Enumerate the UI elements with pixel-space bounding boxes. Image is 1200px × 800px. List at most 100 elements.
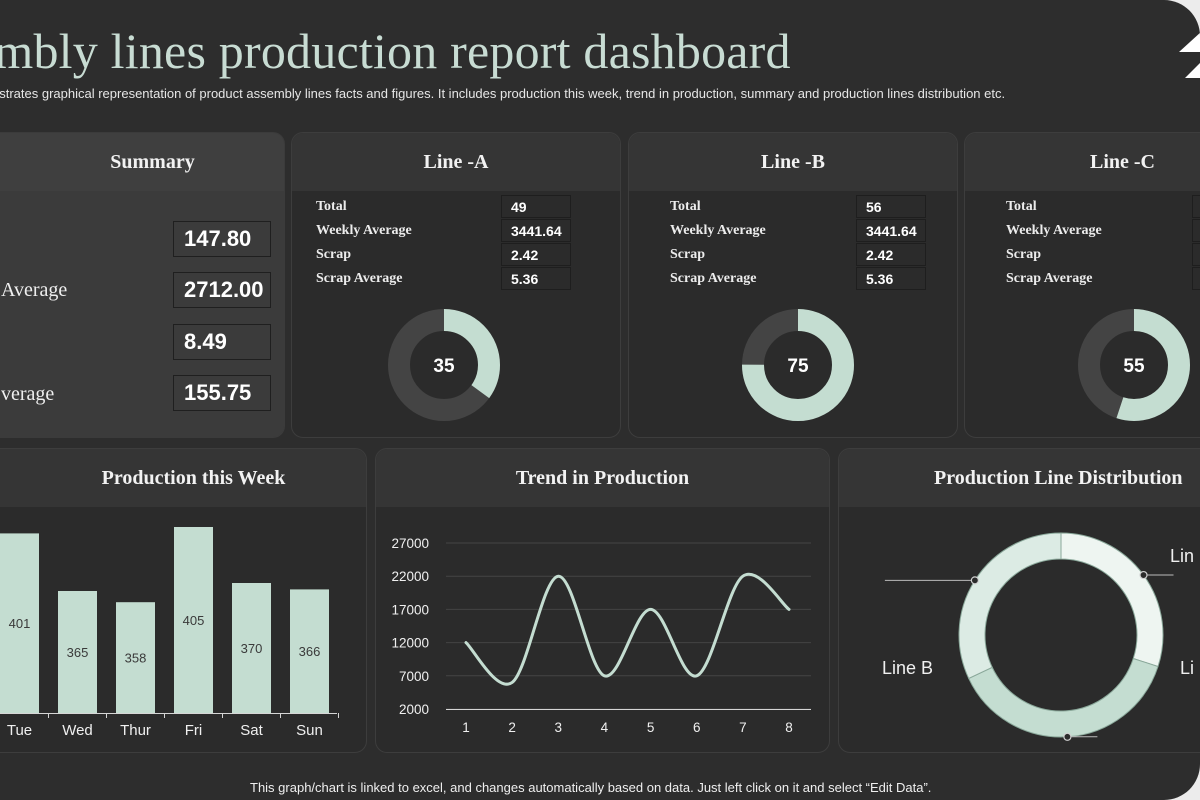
summary-label: verage [1,383,55,405]
line-x-tick-label: 2 [508,720,516,735]
stat-value: 49 [501,195,571,218]
bar-category-label: Sat [240,722,263,739]
line-y-tick-label: 12000 [391,636,429,651]
summary-value: 155.75 [173,375,271,411]
line-b-title: Line -B [629,133,957,191]
bar-sun [290,589,329,713]
line-x-tick-label: 1 [462,720,470,735]
stat-value [1192,243,1200,266]
stat-label: Weekly Average [670,223,766,238]
trend-card: Trend in Production 2000 7000 12000 17000 22… [375,448,830,753]
summary-value: 8.49 [173,324,271,360]
stat-label: Total [316,199,347,214]
line-y-tick-label: 2000 [399,702,429,717]
gauge-fill [742,309,854,421]
donut-slice-line-b [968,657,1159,738]
gauge-fill [388,309,500,421]
footer-note: This graph/chart is linked to excel, and… [250,780,932,795]
line-c-card: Line -C Total Weekly Average Scrap Scrap… [964,132,1200,438]
line-a-title: Line -A [292,133,620,191]
stat-value: 5.36 [856,267,926,290]
bar-chart: 401 Tue 365 Wed 358 Thur 405 Fri 370 Sat 366 Sun [0,527,339,739]
stat-value [1192,219,1200,242]
line-y-tick-label: 22000 [391,569,429,584]
bar-data-label: 366 [299,644,321,659]
stat-label: Total [670,199,701,214]
donut-leader-dot [1063,732,1072,741]
summary-title: Summary [0,133,284,191]
line-c-title: Line -C [965,133,1200,191]
line-x-tick-label: 3 [555,720,563,735]
stat-value [1192,267,1200,290]
line-a-gauge: 35 [388,309,500,421]
line-y-tick-label: 7000 [399,669,429,684]
line-y-tick-label: 17000 [391,602,429,617]
bar-category-label: Fri [185,722,203,739]
stat-label: Weekly Average [1006,223,1102,238]
line-chart: 2000 7000 12000 17000 22000 27000 1 2 3 4 5 6 7 8 [391,536,811,735]
donut-leader-dot [970,576,979,585]
bar-category-label: Wed [62,722,93,739]
distribution-card: Production Line Distribution Lin Line B Li [838,448,1200,753]
stat-value: 3441.64 [856,219,926,242]
line-x-tick-label: 4 [601,720,609,735]
production-week-card: Production this Week 401 Tue 365 Wed 358 Thur… [0,448,367,753]
gauge-fill [1078,309,1190,421]
production-week-title: Production this Week [0,449,366,507]
bar-tue [0,533,39,713]
stat-label: Scrap Average [316,271,403,286]
gauge-label: 55 [1123,356,1145,377]
donut-slice-line-c [958,532,1062,680]
bar-category-label: Thur [120,722,151,739]
donut-leader-dot [1139,570,1148,580]
line-a-card: Line -A Total 49 Weekly Average 3441.64 … [291,132,621,438]
gauge-label: 35 [433,356,455,377]
stat-label: Scrap [316,247,351,262]
donut-chart: Lin Line B Li [882,532,1194,741]
summary-card: Summary 147.80 Average 2712.00 8.49 vera… [0,132,285,438]
line-x-tick-label: 7 [739,720,747,735]
stat-label: Total [1006,199,1037,214]
bar-category-label: Sun [296,722,323,739]
stat-label: Weekly Average [316,223,412,238]
line-b-card: Line -B Total 56 Weekly Average 3441.64 … [628,132,958,438]
stat-value: 2.42 [856,243,926,266]
line-b-gauge: 75 [742,309,854,421]
stat-value: 5.36 [501,267,571,290]
line-y-tick-label: 27000 [391,536,429,551]
stat-value [1192,195,1200,218]
stat-label: Scrap [670,247,705,262]
distribution-title: Production Line Distribution [839,449,1200,507]
donut-label-line-b: Line B [882,658,933,678]
corner-triangle-icon [1179,32,1200,78]
bar-category-label: Tue [7,722,32,739]
summary-value: 147.80 [173,221,271,257]
bar-data-label: 358 [125,651,147,666]
stat-label: Scrap Average [1006,271,1093,286]
bar-data-label: 370 [241,641,263,656]
bar-data-label: 365 [67,645,89,660]
stat-label: Scrap Average [670,271,757,286]
summary-label: Average [1,279,68,301]
page-subtitle: ustrates graphical representation of pro… [0,86,1006,101]
bar-wed [58,591,97,713]
bar-thur [116,602,155,713]
stat-value: 56 [856,195,926,218]
bar-data-label: 401 [9,616,31,631]
line-x-tick-label: 8 [785,720,793,735]
stat-value: 2.42 [501,243,571,266]
stat-label: Scrap [1006,247,1041,262]
summary-value: 2712.00 [173,272,271,308]
donut-slice-line-a [1060,532,1164,668]
line-c-gauge: 55 [1078,309,1190,421]
stat-value: 3441.64 [501,219,571,242]
trend-series-line [464,572,791,686]
bar-fri [174,527,213,713]
donut-label-line-c: Li [1180,658,1194,678]
line-x-tick-label: 5 [647,720,655,735]
gauge-label: 75 [787,356,809,377]
bar-sat [232,583,271,713]
trend-title: Trend in Production [376,449,829,507]
page-title: embly lines production report dashboard [0,23,791,79]
